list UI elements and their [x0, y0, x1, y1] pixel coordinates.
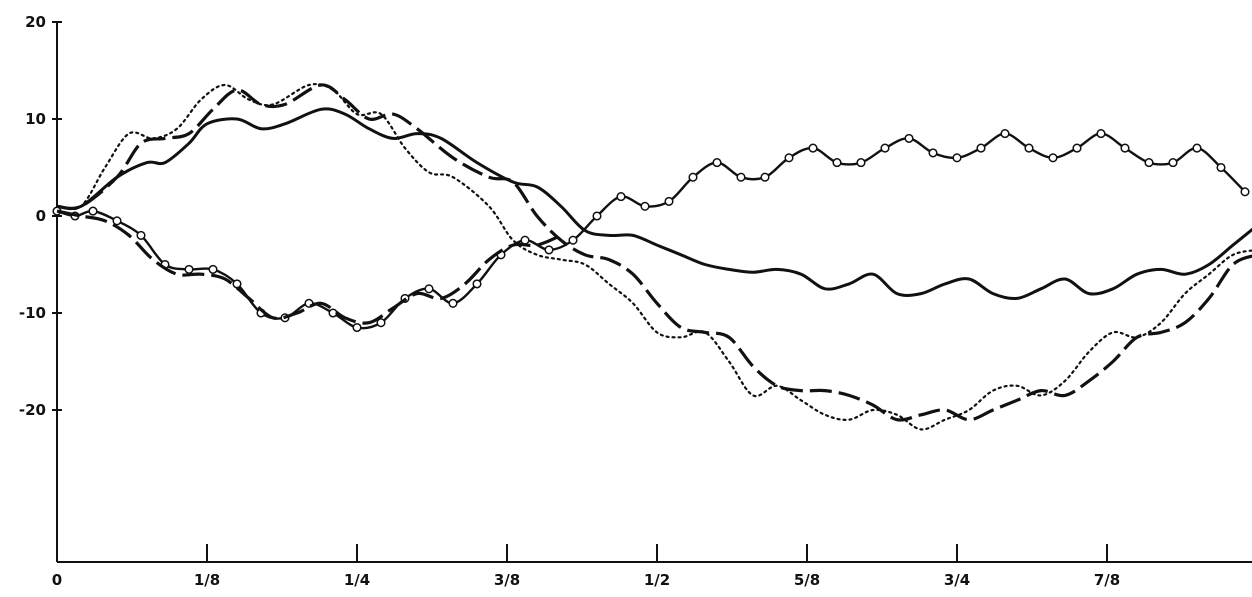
data-point-marker — [1048, 153, 1058, 163]
data-point-marker — [1240, 187, 1250, 197]
data-point-marker — [976, 143, 986, 153]
data-point-marker — [184, 264, 194, 274]
y-tick-label: 0 — [36, 207, 46, 225]
data-point-marker — [1024, 143, 1034, 153]
x-tick-label: 3/8 — [494, 571, 520, 589]
data-point-marker — [1192, 143, 1202, 153]
data-point-marker — [952, 153, 962, 163]
data-point-marker — [1120, 143, 1130, 153]
data-point-marker — [448, 298, 458, 308]
data-point-marker — [592, 211, 602, 221]
data-point-marker — [376, 318, 386, 328]
data-point-marker — [904, 133, 914, 143]
x-ticks: 0 1/8 1/4 3/8 1/2 5/8 3/4 7/8 — [52, 544, 1120, 589]
data-point-marker — [136, 230, 146, 240]
data-point-marker — [784, 153, 794, 163]
series-line-dotted — [55, 82, 1252, 431]
data-point-marker — [1144, 158, 1154, 168]
data-point-marker — [640, 201, 650, 211]
data-point-marker — [1072, 143, 1082, 153]
data-point-marker — [1216, 162, 1226, 173]
data-point-marker — [1000, 129, 1010, 139]
series-line-dashed — [56, 209, 562, 325]
data-point-marker — [424, 284, 434, 294]
data-point-marker — [520, 235, 530, 245]
data-point-marker — [808, 143, 818, 153]
y-tick-label: -10 — [19, 304, 46, 322]
data-point-marker — [568, 235, 578, 245]
series-line-dashed — [56, 83, 1252, 422]
data-point-marker — [880, 143, 890, 153]
y-tick-label: -20 — [19, 401, 46, 419]
data-point-marker — [544, 245, 554, 255]
data-point-marker — [352, 322, 362, 333]
data-point-marker — [88, 206, 98, 216]
data-point-marker — [1096, 129, 1106, 139]
x-tick-label: 1/8 — [194, 571, 220, 589]
x-tick-label: 0 — [52, 571, 62, 589]
y-ticks: 20 10 0 -10 -20 — [19, 13, 62, 419]
data-point-marker — [928, 148, 938, 158]
x-tick-label: 1/2 — [644, 571, 670, 589]
series-layer — [52, 82, 1252, 431]
series-line-solid — [56, 107, 1252, 301]
data-point-marker — [112, 216, 122, 226]
data-point-marker — [760, 172, 770, 182]
y-tick-label: 10 — [25, 110, 46, 128]
data-point-marker — [232, 279, 242, 289]
data-point-marker — [832, 158, 842, 168]
axes — [56, 22, 1252, 563]
data-point-marker — [472, 279, 482, 289]
data-point-marker — [664, 196, 674, 206]
x-tick-label: 5/8 — [794, 571, 820, 589]
x-tick-label: 1/4 — [344, 571, 370, 589]
data-point-marker — [712, 158, 722, 168]
data-point-marker — [1168, 158, 1178, 168]
data-point-marker — [688, 172, 698, 182]
x-tick-label: 7/8 — [1094, 571, 1120, 589]
y-tick-label: 20 — [25, 13, 46, 31]
series-line-solid-markers — [56, 132, 1246, 330]
x-tick-label: 3/4 — [944, 571, 970, 589]
data-point-marker — [856, 158, 866, 168]
data-point-marker — [208, 264, 218, 274]
data-point-marker — [616, 192, 626, 202]
data-point-marker — [736, 172, 746, 182]
